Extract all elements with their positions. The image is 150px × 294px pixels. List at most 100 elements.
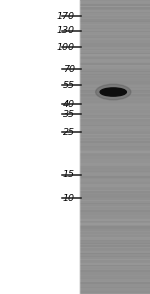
Bar xyxy=(79,69,150,71)
Text: 70: 70 xyxy=(63,65,75,74)
Bar xyxy=(79,113,150,115)
Bar xyxy=(79,137,150,138)
Bar xyxy=(79,74,150,75)
Bar xyxy=(79,4,150,6)
Bar xyxy=(79,126,150,128)
Text: 40: 40 xyxy=(63,100,75,109)
Bar xyxy=(79,143,150,144)
Bar xyxy=(79,76,150,78)
Bar xyxy=(79,212,150,213)
Bar xyxy=(79,201,150,203)
Bar xyxy=(79,43,150,44)
Bar xyxy=(79,109,150,110)
Bar xyxy=(79,259,150,260)
Bar xyxy=(79,9,150,10)
Bar xyxy=(79,75,150,76)
Bar xyxy=(79,146,150,147)
Bar xyxy=(79,41,150,43)
Bar xyxy=(79,78,150,79)
Bar xyxy=(79,281,150,282)
Bar xyxy=(79,270,150,272)
Bar xyxy=(79,6,150,7)
Bar xyxy=(79,56,150,57)
Bar xyxy=(79,193,150,194)
Bar xyxy=(79,257,150,259)
Bar xyxy=(79,284,150,285)
Bar xyxy=(79,112,150,113)
Bar xyxy=(79,147,150,148)
Text: 10: 10 xyxy=(63,194,75,203)
Bar xyxy=(79,238,150,240)
Bar xyxy=(79,248,150,250)
Bar xyxy=(79,159,150,160)
Bar xyxy=(79,82,150,84)
Bar xyxy=(79,157,150,159)
Bar xyxy=(79,31,150,32)
Bar xyxy=(79,24,150,25)
Bar xyxy=(79,171,150,172)
Bar xyxy=(79,291,150,293)
Bar xyxy=(79,278,150,279)
Bar xyxy=(79,144,150,146)
Bar xyxy=(79,173,150,175)
Bar xyxy=(79,138,150,140)
Bar xyxy=(79,254,150,256)
Bar xyxy=(79,160,150,162)
Bar xyxy=(79,237,150,238)
Bar xyxy=(79,79,150,81)
Bar xyxy=(79,135,150,137)
Bar xyxy=(79,94,150,96)
Bar xyxy=(79,215,150,216)
Bar xyxy=(79,213,150,215)
Bar xyxy=(79,265,150,266)
Bar xyxy=(79,272,150,273)
Bar xyxy=(79,256,150,257)
Bar xyxy=(79,262,150,263)
Bar xyxy=(79,50,150,51)
Text: 25: 25 xyxy=(63,128,75,137)
Bar xyxy=(79,229,150,231)
Bar xyxy=(79,179,150,181)
Bar xyxy=(79,22,150,24)
Bar xyxy=(79,287,150,288)
Bar xyxy=(79,175,150,176)
Bar xyxy=(79,98,150,100)
Bar xyxy=(79,243,150,244)
Bar xyxy=(79,88,150,90)
Bar xyxy=(79,293,150,294)
Bar xyxy=(79,253,150,254)
Bar xyxy=(79,184,150,185)
Text: 15: 15 xyxy=(63,171,75,179)
Bar xyxy=(79,12,150,13)
Bar xyxy=(79,85,150,87)
Bar xyxy=(79,103,150,104)
Bar xyxy=(79,176,150,178)
Bar xyxy=(79,165,150,166)
Bar xyxy=(79,250,150,251)
Bar xyxy=(79,282,150,284)
Bar xyxy=(79,172,150,173)
Bar xyxy=(79,21,150,22)
Bar xyxy=(79,60,150,62)
Bar xyxy=(79,196,150,197)
Bar xyxy=(79,194,150,196)
Bar xyxy=(79,106,150,107)
Bar xyxy=(79,46,150,47)
Bar xyxy=(79,166,150,168)
Bar xyxy=(79,121,150,122)
Bar xyxy=(79,141,150,143)
Bar xyxy=(79,54,150,56)
Bar xyxy=(79,275,150,276)
Bar xyxy=(79,269,150,270)
Text: 100: 100 xyxy=(57,43,75,51)
Bar xyxy=(79,29,150,31)
Bar xyxy=(79,219,150,220)
Bar xyxy=(79,244,150,245)
Bar xyxy=(79,182,150,184)
Bar xyxy=(79,225,150,226)
Bar xyxy=(79,10,150,12)
Bar xyxy=(79,0,150,1)
Bar xyxy=(79,93,150,94)
Bar xyxy=(79,16,150,18)
Bar xyxy=(79,204,150,206)
